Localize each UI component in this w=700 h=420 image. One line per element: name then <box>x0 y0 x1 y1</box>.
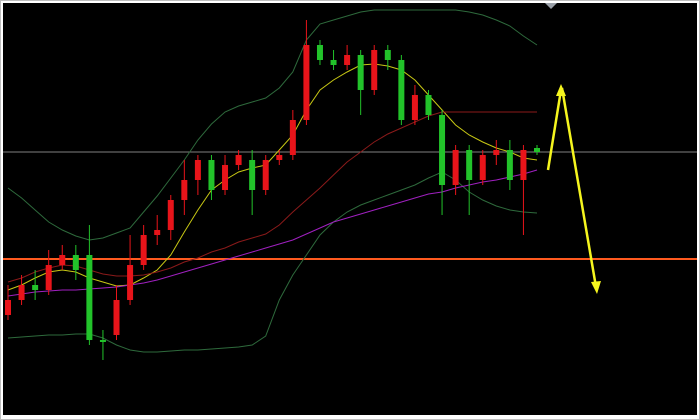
arrow-annotation <box>546 84 601 294</box>
candle-body <box>154 230 161 235</box>
candle-body <box>59 255 66 265</box>
indicator-line <box>7 63 538 291</box>
candle-body <box>32 285 39 290</box>
candle-body <box>249 160 256 190</box>
candle-body <box>439 115 446 185</box>
candle-body <box>330 60 337 65</box>
candle-body <box>466 150 473 180</box>
arrow-up <box>546 89 563 171</box>
candle-body <box>398 60 405 120</box>
candle-body <box>127 265 134 300</box>
candle-body <box>86 255 93 340</box>
candle-body <box>479 155 486 180</box>
candle-body <box>384 50 391 60</box>
candle-body <box>493 150 500 155</box>
candle-body <box>5 300 11 315</box>
candle-body <box>72 255 79 270</box>
candle-body <box>316 45 323 60</box>
candle-body <box>18 285 25 300</box>
candle-body <box>303 45 310 120</box>
indicator-line <box>7 111 537 283</box>
marker <box>545 3 557 9</box>
candle-body <box>371 50 378 90</box>
candle-body <box>208 160 215 190</box>
candle-body <box>99 340 106 342</box>
candle-body <box>534 148 540 152</box>
candle-body <box>425 95 432 115</box>
marks <box>3 9 697 360</box>
candle-body <box>235 155 242 165</box>
candle-body <box>140 235 147 265</box>
arrow-head <box>591 281 601 294</box>
candle-body <box>262 160 269 190</box>
candle-body <box>167 200 174 230</box>
candle-body <box>222 165 229 190</box>
candle-body <box>506 150 513 180</box>
candle-body <box>194 160 201 180</box>
candle-body <box>45 265 52 290</box>
candle-body <box>452 150 459 185</box>
candle-body <box>520 150 527 180</box>
candle-body <box>276 155 283 160</box>
candle-body <box>344 55 351 65</box>
indicator-line <box>7 9 538 241</box>
arrow-down <box>560 87 598 288</box>
candle-body <box>357 55 364 90</box>
candle-body <box>411 95 418 120</box>
candle-body <box>289 120 296 155</box>
indicator-line <box>7 171 538 353</box>
indicator-line <box>7 169 538 297</box>
candle-body <box>181 180 188 200</box>
candle-body <box>113 300 120 335</box>
plot-area <box>3 3 697 415</box>
